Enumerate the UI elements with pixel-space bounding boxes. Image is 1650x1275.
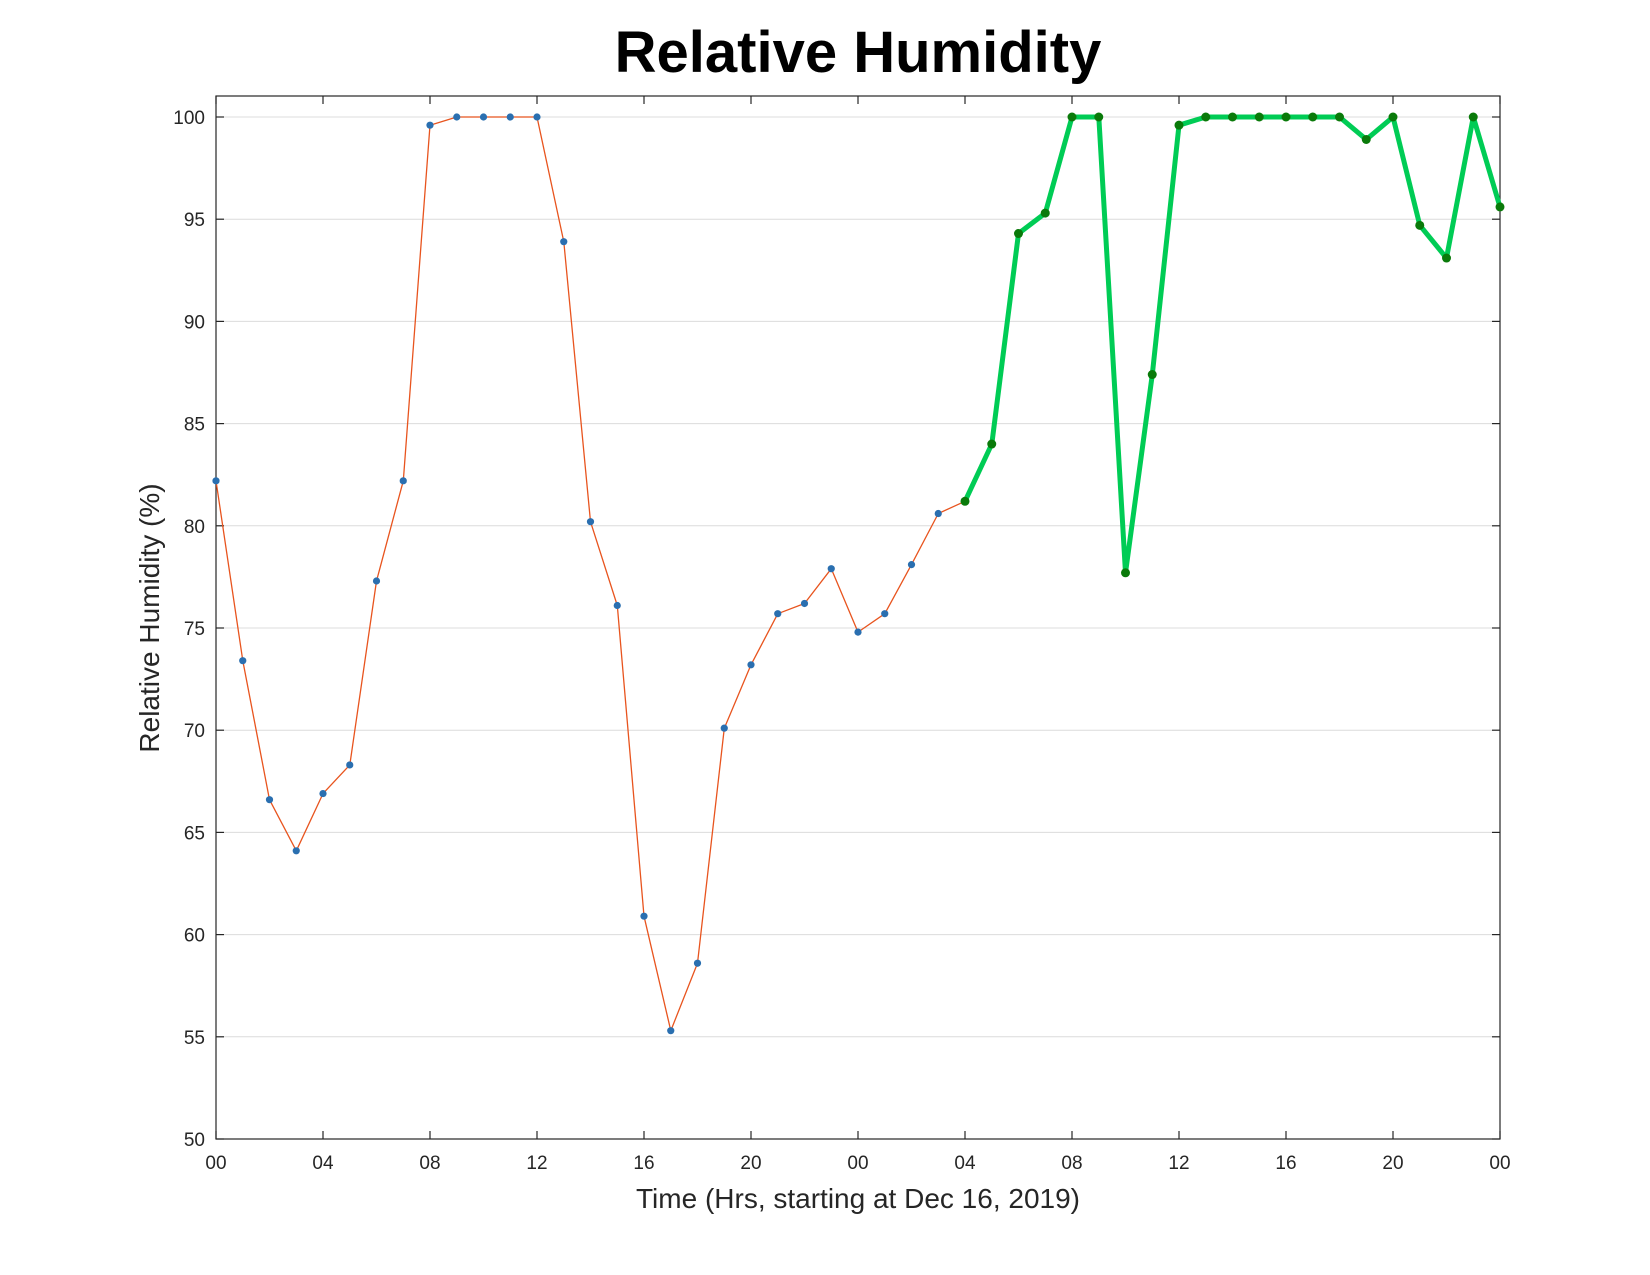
- series-2-point: [987, 439, 997, 449]
- series-1-point: [667, 1027, 675, 1035]
- y-tick-label: 90: [184, 312, 205, 333]
- series-1-point: [774, 610, 782, 618]
- x-tick-label: 04: [954, 1153, 976, 1174]
- series-1-point: [265, 796, 274, 804]
- y-tick-label: 100: [173, 108, 205, 129]
- series-2-point: [1415, 220, 1425, 230]
- y-tick-label: 95: [184, 210, 205, 231]
- chart-title: Relative Humidity: [615, 20, 1102, 85]
- series-1-point: [586, 518, 595, 526]
- series-2-point: [1468, 112, 1478, 122]
- series-2-point: [1121, 568, 1130, 578]
- series-1-point: [934, 509, 942, 518]
- series-1-point: [560, 238, 568, 246]
- series-2-point: [1040, 208, 1050, 218]
- series-2-point: [1281, 112, 1291, 122]
- x-tick-label: 16: [1275, 1153, 1296, 1174]
- series-1-point: [319, 789, 327, 798]
- series-1-point: [399, 477, 407, 485]
- series-2-point: [1228, 112, 1237, 122]
- series-1-point: [533, 113, 541, 121]
- series-2-point: [1067, 112, 1077, 122]
- x-tick-label: 00: [847, 1153, 868, 1174]
- series-1-point: [827, 565, 835, 573]
- y-tick-label: 75: [184, 619, 205, 640]
- series-1-point: [854, 628, 862, 636]
- series-1-point: [613, 601, 621, 610]
- series-1-point: [372, 577, 381, 585]
- axis-ticks: 50 55 60 65 70 75 80 85 90 95 100 00 04 08 12 16 20 00 04 0…: [173, 96, 1511, 1174]
- series-1-point: [453, 113, 461, 121]
- x-tick-label: 08: [1061, 1153, 1082, 1174]
- series-1-point: [506, 113, 514, 121]
- x-tick-label: 12: [526, 1153, 547, 1174]
- series-2-point: [1254, 112, 1264, 122]
- series-1-point: [881, 610, 889, 618]
- series-2-point: [1495, 202, 1505, 212]
- series-1-point: [907, 561, 916, 569]
- y-tick-label: 85: [184, 415, 205, 436]
- x-tick-label: 20: [740, 1153, 761, 1174]
- series-2-point: [1388, 112, 1398, 122]
- y-tick-label: 80: [184, 517, 205, 538]
- x-tick-label: 16: [633, 1153, 654, 1174]
- y-tick-label: 55: [184, 1028, 205, 1049]
- series-2-point: [1361, 134, 1371, 144]
- x-tick-label: 00: [1489, 1153, 1510, 1174]
- y-tick-label: 65: [184, 823, 205, 844]
- series-1-point: [239, 657, 247, 665]
- series-1-point: [747, 661, 755, 669]
- plot-area-frame: [215, 95, 1501, 1140]
- series-2-point: [960, 496, 970, 506]
- series-2-point: [1201, 112, 1211, 122]
- series-1-point: [346, 761, 354, 769]
- series-1-point: [292, 847, 300, 855]
- y-tick-label: 60: [184, 926, 205, 947]
- series-1-point: [426, 121, 434, 129]
- y-tick-label: 70: [184, 721, 205, 742]
- series-2-point: [1147, 370, 1157, 380]
- x-tick-label: 12: [1168, 1153, 1189, 1174]
- series-2-point: [1335, 112, 1344, 122]
- x-tick-label: 20: [1382, 1153, 1403, 1174]
- series-2-point: [1308, 112, 1318, 122]
- series-2-point: [1174, 120, 1184, 130]
- series-2-point: [1442, 253, 1451, 263]
- series-1-line: [215, 116, 966, 1032]
- x-axis-label: Time (Hrs, starting at Dec 16, 2019): [636, 1183, 1080, 1214]
- x-tick-label: 08: [419, 1153, 440, 1174]
- series-1-point: [800, 599, 809, 608]
- series-2-point: [1014, 229, 1023, 239]
- series-2-point: [1094, 112, 1104, 122]
- series-1-point: [479, 113, 488, 121]
- y-axis-label: Relative Humidity (%): [134, 483, 165, 752]
- series-1-point: [640, 912, 648, 920]
- x-tick-label: 04: [312, 1153, 334, 1174]
- series-2-line: [962, 114, 1503, 576]
- x-tick-label: 00: [205, 1153, 226, 1174]
- data-series: [212, 112, 1505, 1035]
- grid-lines: [216, 116, 1500, 1038]
- y-tick-label: 50: [184, 1130, 205, 1151]
- series-1-point: [693, 959, 702, 967]
- series-1-point: [720, 724, 728, 732]
- series-1-point: [212, 477, 220, 485]
